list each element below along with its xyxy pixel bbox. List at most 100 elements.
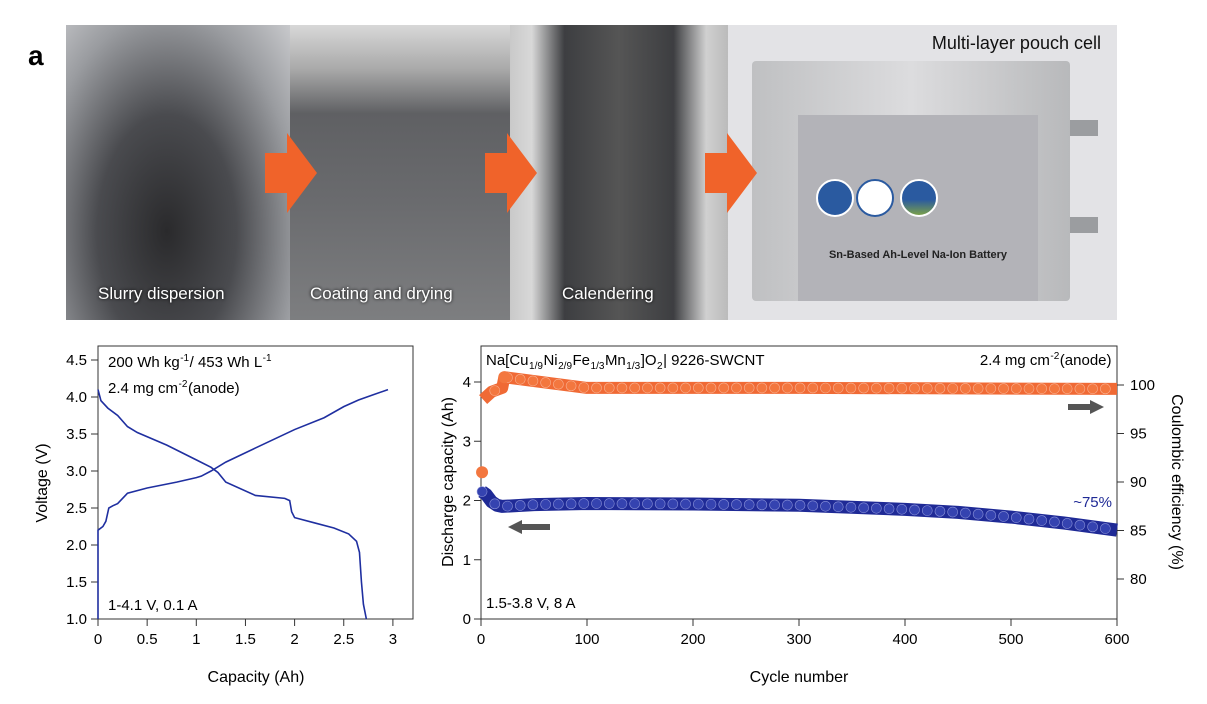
- y2-tick-label: 80: [1130, 571, 1147, 588]
- efficiency-point: [909, 382, 920, 394]
- capacity-point: [782, 499, 793, 511]
- pouch-tab: [1070, 217, 1098, 233]
- subscript: 2: [657, 361, 663, 372]
- capacity-point: [527, 499, 539, 511]
- efficiency-point: [498, 371, 511, 384]
- y-tick-label: 2.5: [66, 500, 87, 517]
- x-tick-label: 400: [892, 631, 917, 648]
- efficiency-point: [934, 383, 946, 394]
- capacity-point: [985, 509, 997, 521]
- efficiency-point: [680, 382, 691, 394]
- superscript: -1: [263, 353, 272, 364]
- capacity-point: [1100, 523, 1111, 534]
- y-axis-label: Discharge capacity (Ah): [440, 397, 457, 567]
- capacity-point: [489, 498, 501, 510]
- y-tick-label: 0: [463, 611, 471, 628]
- photo-caption: Multi-layer pouch cell: [931, 33, 1101, 53]
- formula-text: Mn: [605, 352, 626, 369]
- capacity-point: [871, 502, 882, 514]
- photo-slurry-dispersion: Slurry dispersion: [66, 25, 290, 320]
- y-tick-label: 2: [463, 493, 471, 510]
- capacity-point: [743, 499, 755, 510]
- efficiency-point: [705, 382, 717, 394]
- efficiency-point: [1074, 383, 1086, 395]
- y2-tick-label: 100: [1130, 377, 1155, 394]
- efficiency-point: [985, 383, 997, 394]
- efficiency-point: [1061, 383, 1073, 395]
- plot-frame: [97, 345, 414, 620]
- capacity-point: [565, 498, 577, 510]
- capacity-point: [616, 498, 628, 509]
- energy-density-label: 200 Wh kg -1 / 453 Wh L -1: [108, 353, 272, 371]
- y2-tick-label: 95: [1130, 426, 1147, 443]
- capacity-point: [476, 486, 488, 497]
- x-tick-label: 200: [680, 631, 705, 648]
- process-arrow-icon: [727, 133, 757, 213]
- efficiency-point: [540, 377, 551, 388]
- discharge-curve: [97, 389, 368, 620]
- capacity-point: [680, 498, 691, 510]
- superscript: -2: [1050, 351, 1059, 362]
- efficiency-point: [1100, 383, 1111, 395]
- efficiency-point: [667, 382, 679, 394]
- x-tick-label: 1: [192, 631, 200, 648]
- capacity-point: [1049, 516, 1060, 528]
- efficiency-point: [998, 383, 1009, 394]
- efficiency-point: [756, 382, 768, 394]
- capacity-point: [947, 506, 959, 518]
- capacity-point: [629, 498, 641, 510]
- charge-curve: [97, 388, 389, 619]
- capacity-point: [998, 511, 1009, 522]
- photo-caption: Slurry dispersion: [98, 284, 225, 303]
- efficiency-point: [896, 382, 908, 394]
- efficiency-point: [629, 382, 641, 394]
- capacity-point: [718, 499, 730, 510]
- efficiency-point: [642, 382, 653, 394]
- formula-text: ]O: [641, 352, 657, 369]
- photo-caption: Coating and drying: [310, 284, 453, 303]
- logo-seal-icon: [856, 179, 894, 217]
- condition-label: 1.5-3.8 V, 8 A: [486, 595, 576, 612]
- loading-label: 2.4 mg cm -2 (anode): [980, 351, 1112, 369]
- y-tick-label: 4.0: [66, 389, 87, 406]
- loading-text: (anode): [188, 380, 240, 397]
- capacity-point: [731, 499, 742, 510]
- efficiency-point: [578, 382, 590, 393]
- y-tick-label: 1: [463, 552, 471, 569]
- capacity-point: [794, 499, 806, 511]
- x-tick-label: 3: [389, 631, 397, 648]
- capacity-point: [591, 498, 602, 509]
- efficiency-point: [692, 382, 704, 394]
- capacity-point: [921, 505, 933, 516]
- y-tick-label: 4: [463, 374, 471, 391]
- efficiency-point: [947, 383, 959, 394]
- efficiency-point: [527, 375, 539, 387]
- condition-label: 1-4.1 V, 0.1 A: [108, 597, 198, 614]
- y-tick-label: 3.0: [66, 463, 87, 480]
- y2-axis-label: Coulombic efficiency (%): [1168, 394, 1185, 570]
- x-tick-label: 1.5: [235, 631, 256, 648]
- x-tick-label: 300: [786, 631, 811, 648]
- capacity-point: [807, 500, 819, 512]
- capacity-point: [820, 500, 831, 512]
- capacity-point: [1087, 521, 1098, 533]
- x-tick-label: 600: [1104, 631, 1129, 648]
- y2-tick-label: 90: [1130, 474, 1147, 491]
- capacity-point: [1010, 512, 1022, 523]
- efficiency-point: [743, 382, 755, 394]
- capacity-point: [553, 498, 564, 510]
- capacity-point: [514, 500, 526, 511]
- cycling-chart: 0 100 200 300 400 500 600 0 1 2 3 4 80 85 90 95 100 Na[C…: [440, 345, 1185, 686]
- process-arrow-icon: [287, 133, 317, 213]
- x-tick-label: 2.5: [333, 631, 354, 648]
- y-tick-label: 3: [463, 433, 471, 450]
- formula-text: Na[Cu: [486, 352, 529, 369]
- efficiency-point: [921, 383, 933, 394]
- capacity-point: [769, 499, 780, 511]
- pouch-tab: [1070, 120, 1098, 136]
- pouch-text: Sn-Based Ah-Level Na-Ion Battery: [828, 249, 1008, 261]
- y-tick-label: 1.0: [66, 611, 87, 628]
- x-tick-label: 2: [290, 631, 298, 648]
- x-tick-label: 100: [574, 631, 599, 648]
- efficiency-point: [514, 373, 526, 385]
